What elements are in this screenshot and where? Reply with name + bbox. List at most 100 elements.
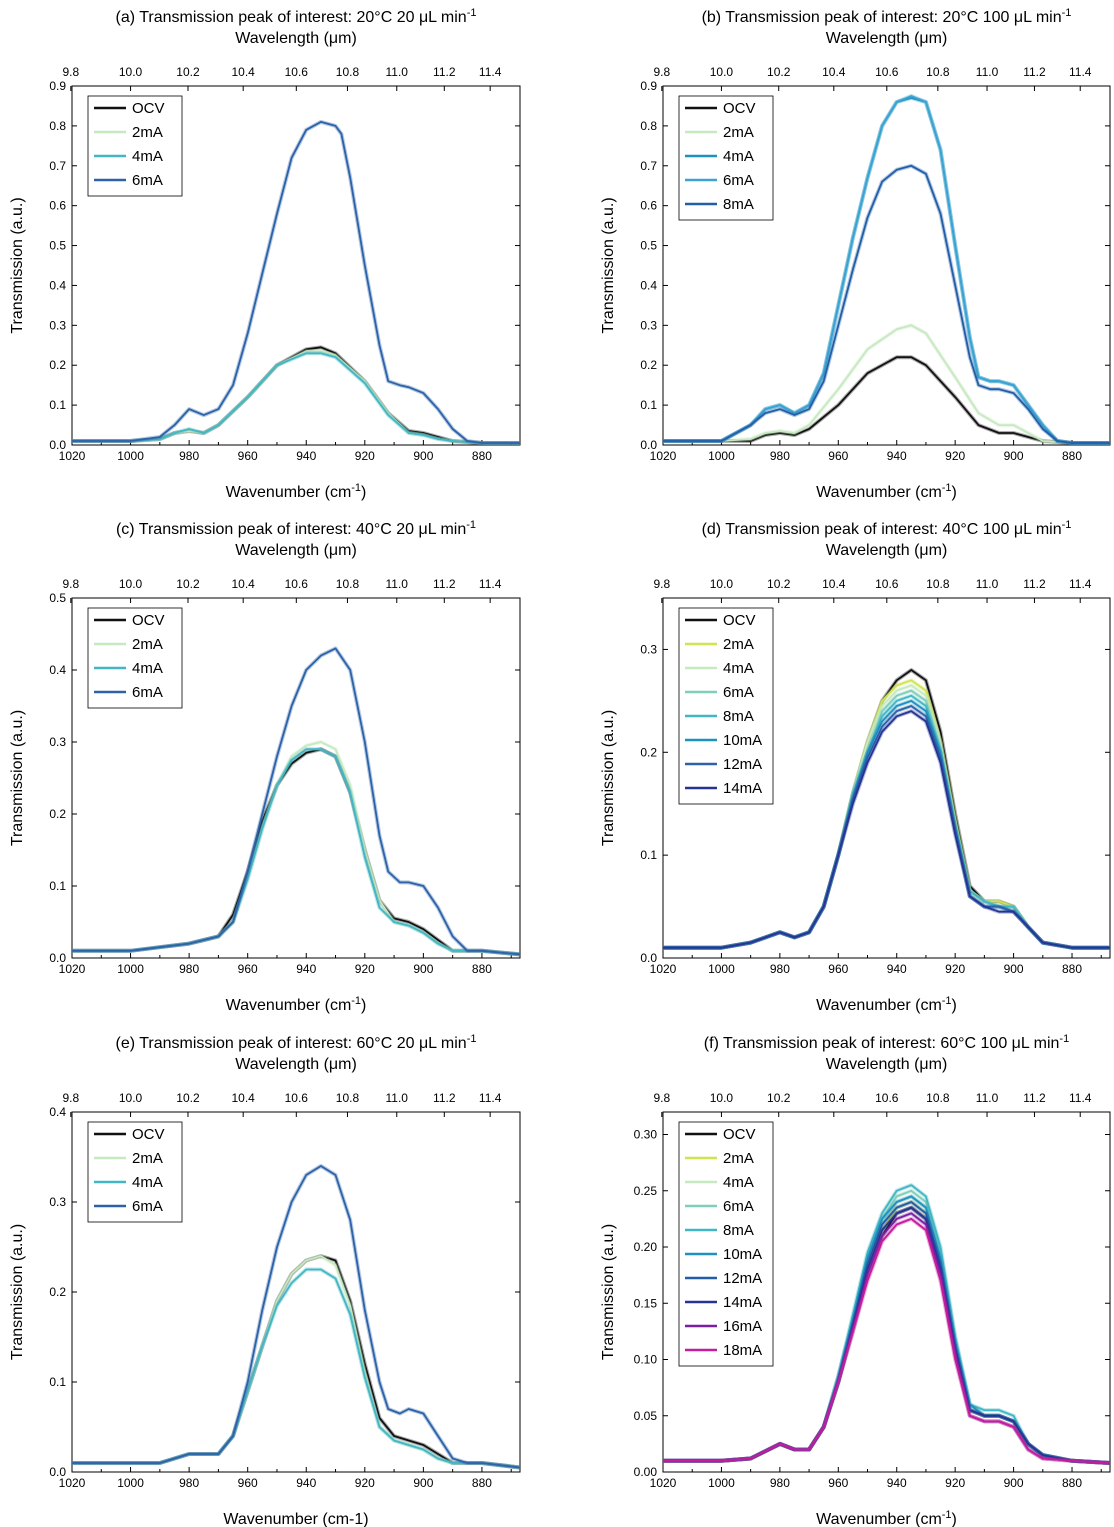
panel-d-top-tick-label: 10.2	[767, 577, 791, 591]
panel-c-legend: OCV 2mA 4mA 6mA	[87, 607, 183, 709]
panel-a-xtick-label: 880	[472, 449, 492, 463]
panel-e-xlabel: Wavenumber (cm-1)	[223, 1511, 368, 1527]
panel-a-xtick-label: 940	[296, 449, 316, 463]
panel-a-series-group	[72, 119, 520, 445]
panel-c-series-6ma	[72, 647, 520, 956]
panel-a-top-tick-label: 10.8	[336, 65, 360, 79]
panel-d-top-tick-label: 10.4	[822, 577, 846, 591]
panel-a-ytick-label: 0.6	[49, 199, 66, 213]
panel-a-ytick-label: 0.5	[49, 239, 66, 253]
panel-a-ytick-label: 0.7	[49, 159, 66, 173]
panel-e-title: (e) Transmission peak of interest: 60°C …	[116, 1033, 477, 1052]
panel-d-xtick-label: 980	[770, 962, 790, 976]
panel-f-legend-label: 8mA	[723, 1222, 754, 1239]
panel-d: (d) Transmission peak of interest: 40°C …	[600, 519, 1111, 1014]
panel-e-top-tick-label: 10.6	[285, 1091, 309, 1105]
panel-e-legend-label: 4mA	[132, 1174, 163, 1191]
panel-d-legend-label: 12mA	[723, 756, 762, 773]
panel-e-top-tick-label: 11.4	[479, 1091, 502, 1105]
panel-d-top-axis-label: Wavelength (μm)	[826, 542, 948, 559]
panel-b-xtick-label: 960	[828, 449, 848, 463]
panel-c: (c) Transmission peak of interest: 40°C …	[9, 519, 521, 1014]
panel-a-series-4ma	[72, 352, 520, 444]
panel-d-legend-label: OCV	[723, 612, 756, 629]
panel-b-xtick-label: 980	[770, 449, 790, 463]
panel-b-ytick-label: 0.2	[640, 358, 657, 372]
panel-e-legend: OCV 2mA 4mA 6mA	[87, 1121, 183, 1223]
panel-b-xtick-label: 900	[1004, 449, 1024, 463]
panel-e-top-tick-label: 11.0	[386, 1091, 409, 1105]
panel-a-xtick-label: 960	[238, 449, 258, 463]
panel-f-xtick-label: 920	[945, 1476, 965, 1490]
panel-c-ytick-label: 0.4	[49, 663, 66, 677]
panel-b-xtick-label: 940	[887, 449, 907, 463]
panel-c-ytick-label: 0.3	[49, 735, 66, 749]
panel-f-xtick-label: 960	[828, 1476, 848, 1490]
panel-f-ytick-label: 0.25	[634, 1184, 658, 1198]
panel-b-top-tick-label: 10.8	[926, 65, 950, 79]
panel-e: (e) Transmission peak of interest: 60°C …	[9, 1033, 521, 1527]
panel-c-title: (c) Transmission peak of interest: 40°C …	[116, 519, 476, 538]
panel-f-legend-label: OCV	[723, 1126, 756, 1143]
panel-a-top-tick-label: 10.6	[285, 65, 309, 79]
panel-c-legend-label: OCV	[132, 612, 165, 629]
panel-c-xtick-label: 940	[296, 962, 316, 976]
panel-e-series-band	[72, 1267, 520, 1470]
panel-a-title: (a) Transmission peak of interest: 20°C …	[116, 7, 477, 26]
panel-b-top-axis-label: Wavelength (μm)	[826, 30, 948, 47]
panel-b-ylabel: Transmission (a.u.)	[600, 197, 617, 333]
panel-d-xtick-label: 920	[945, 962, 965, 976]
panel-f-xtick-label: 980	[770, 1476, 790, 1490]
panel-b-ytick-label: 0.8	[640, 119, 657, 133]
panel-b-series-group	[663, 94, 1110, 445]
panel-f-title: (f) Transmission peak of interest: 60°C …	[704, 1033, 1069, 1052]
panel-c-series-2ma	[72, 741, 520, 956]
panel-c-ytick-label: 0.2	[49, 807, 66, 821]
panel-e-ytick-label: 0.2	[49, 1285, 66, 1299]
panel-a-xtick-label: 980	[179, 449, 199, 463]
panel-c-series-band	[72, 747, 520, 957]
panel-c-top-tick-label: 11.0	[386, 577, 409, 591]
panel-f-xtick-label: 880	[1062, 1476, 1082, 1490]
panel-e-ytick-label: 0.3	[49, 1195, 66, 1209]
panel-c-xtick-label: 1020	[59, 962, 86, 976]
panel-e-legend-label: 6mA	[132, 1198, 163, 1215]
panel-f-ytick-label: 0.30	[634, 1128, 658, 1142]
panel-b-legend-label: 6mA	[723, 172, 754, 189]
panel-f-ytick-label: 0.15	[634, 1296, 658, 1310]
panel-c-top-tick-label: 10.2	[176, 577, 200, 591]
panel-a-xtick-label: 1000	[117, 449, 144, 463]
panel-b-series-8ma	[663, 164, 1110, 444]
panel-c-top-tick-label: 10.4	[232, 577, 256, 591]
panel-b-legend-label: 8mA	[723, 196, 754, 213]
panel-f-series-group	[663, 1183, 1110, 1465]
panel-b-top-tick-label: 9.8	[653, 65, 670, 79]
panel-d-ytick-label: 0.3	[640, 642, 657, 656]
panel-f-top-tick-label: 10.2	[767, 1091, 791, 1105]
panel-d-top-tick-label: 9.8	[653, 577, 670, 591]
panel-e-series-band	[72, 1254, 520, 1470]
panel-f: (f) Transmission peak of interest: 60°C …	[600, 1033, 1111, 1527]
panel-b-ytick-label: 0.3	[640, 318, 657, 332]
panel-a-top-tick-label: 11.4	[479, 65, 502, 79]
panel-f-legend-label: 18mA	[723, 1342, 762, 1359]
panel-f-xtick-label: 940	[887, 1476, 907, 1490]
panel-e-ylabel: Transmission (a.u.)	[9, 1224, 26, 1360]
panel-b-ytick-label: 0.7	[640, 159, 657, 173]
panel-e-top-tick-label: 9.8	[62, 1091, 79, 1105]
panel-a-ytick-label: 0.8	[49, 119, 66, 133]
panel-d-xtick-label: 960	[828, 962, 848, 976]
panel-f-top-tick-label: 10.6	[875, 1091, 899, 1105]
panel-b-title: (b) Transmission peak of interest: 20°C …	[702, 7, 1072, 26]
panel-c-top-tick-label: 10.0	[119, 577, 143, 591]
panel-b-ytick-label: 0.5	[640, 239, 657, 253]
panel-b-legend-label: OCV	[723, 100, 756, 117]
panel-a-top-tick-label: 9.8	[62, 65, 79, 79]
panel-a-top-tick-label: 11.2	[433, 65, 456, 79]
panel-e-xtick-label: 1020	[59, 1476, 86, 1490]
panel-e-ytick-label: 0.4	[49, 1105, 66, 1119]
panel-a-xlabel: Wavenumber (cm-1)	[226, 482, 367, 501]
panel-c-top-tick-label: 11.2	[433, 577, 456, 591]
panel-d-legend-label: 14mA	[723, 780, 762, 797]
panel-e-top-axis-label: Wavelength (μm)	[235, 1056, 357, 1073]
